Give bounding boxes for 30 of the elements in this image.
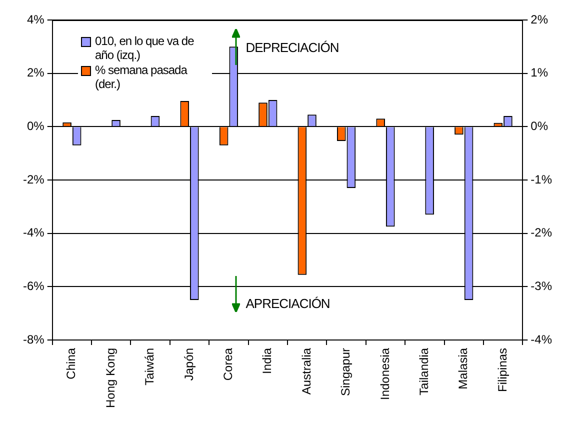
x-tick-label: Taiwán [142,348,157,386]
x-tick-label: Australia [299,348,314,395]
y2-tick-label: -3% [530,278,552,293]
y2-tick-label: 2% [530,12,548,26]
y2-tick-label: 1% [530,66,548,80]
y2-tick-label: -2% [530,226,552,240]
x-tick-label: Indonesia [378,348,392,400]
y-tick-label: 2% [26,66,45,80]
y-tick-label: -2% [22,172,45,186]
y-tick-label: -8% [22,332,45,346]
y2-tick-label: 0% [530,118,548,133]
x-tick-label: Filipinas [495,348,510,392]
x-tick-label: India [260,348,274,374]
x-tick-label: Hong Kong [103,348,118,408]
y2-tick-label: -1% [530,172,552,186]
annotation: APRECIACIÓN [246,296,330,311]
x-tick-label: China [64,348,78,380]
x-tick-label: Tailandia [416,348,431,396]
legend-label: 010, en lo que va de año (izq.) [95,34,195,62]
y-tick-label: 0% [26,118,45,133]
y-tick-label: 4% [26,12,45,26]
y2-tick-label: -4% [530,332,552,346]
annotation: DEPRECIACIÓN [246,40,339,55]
x-tick-label: Japón [182,348,196,381]
legend-label: % semana pasada (der.) [95,63,188,91]
x-tick-label: Malasia [456,348,470,390]
y-tick-label: -4% [22,226,45,240]
x-tick-label: Corea [221,348,236,381]
x-tick-label: Singapur [338,348,353,396]
y-tick-label: -6% [22,278,45,293]
